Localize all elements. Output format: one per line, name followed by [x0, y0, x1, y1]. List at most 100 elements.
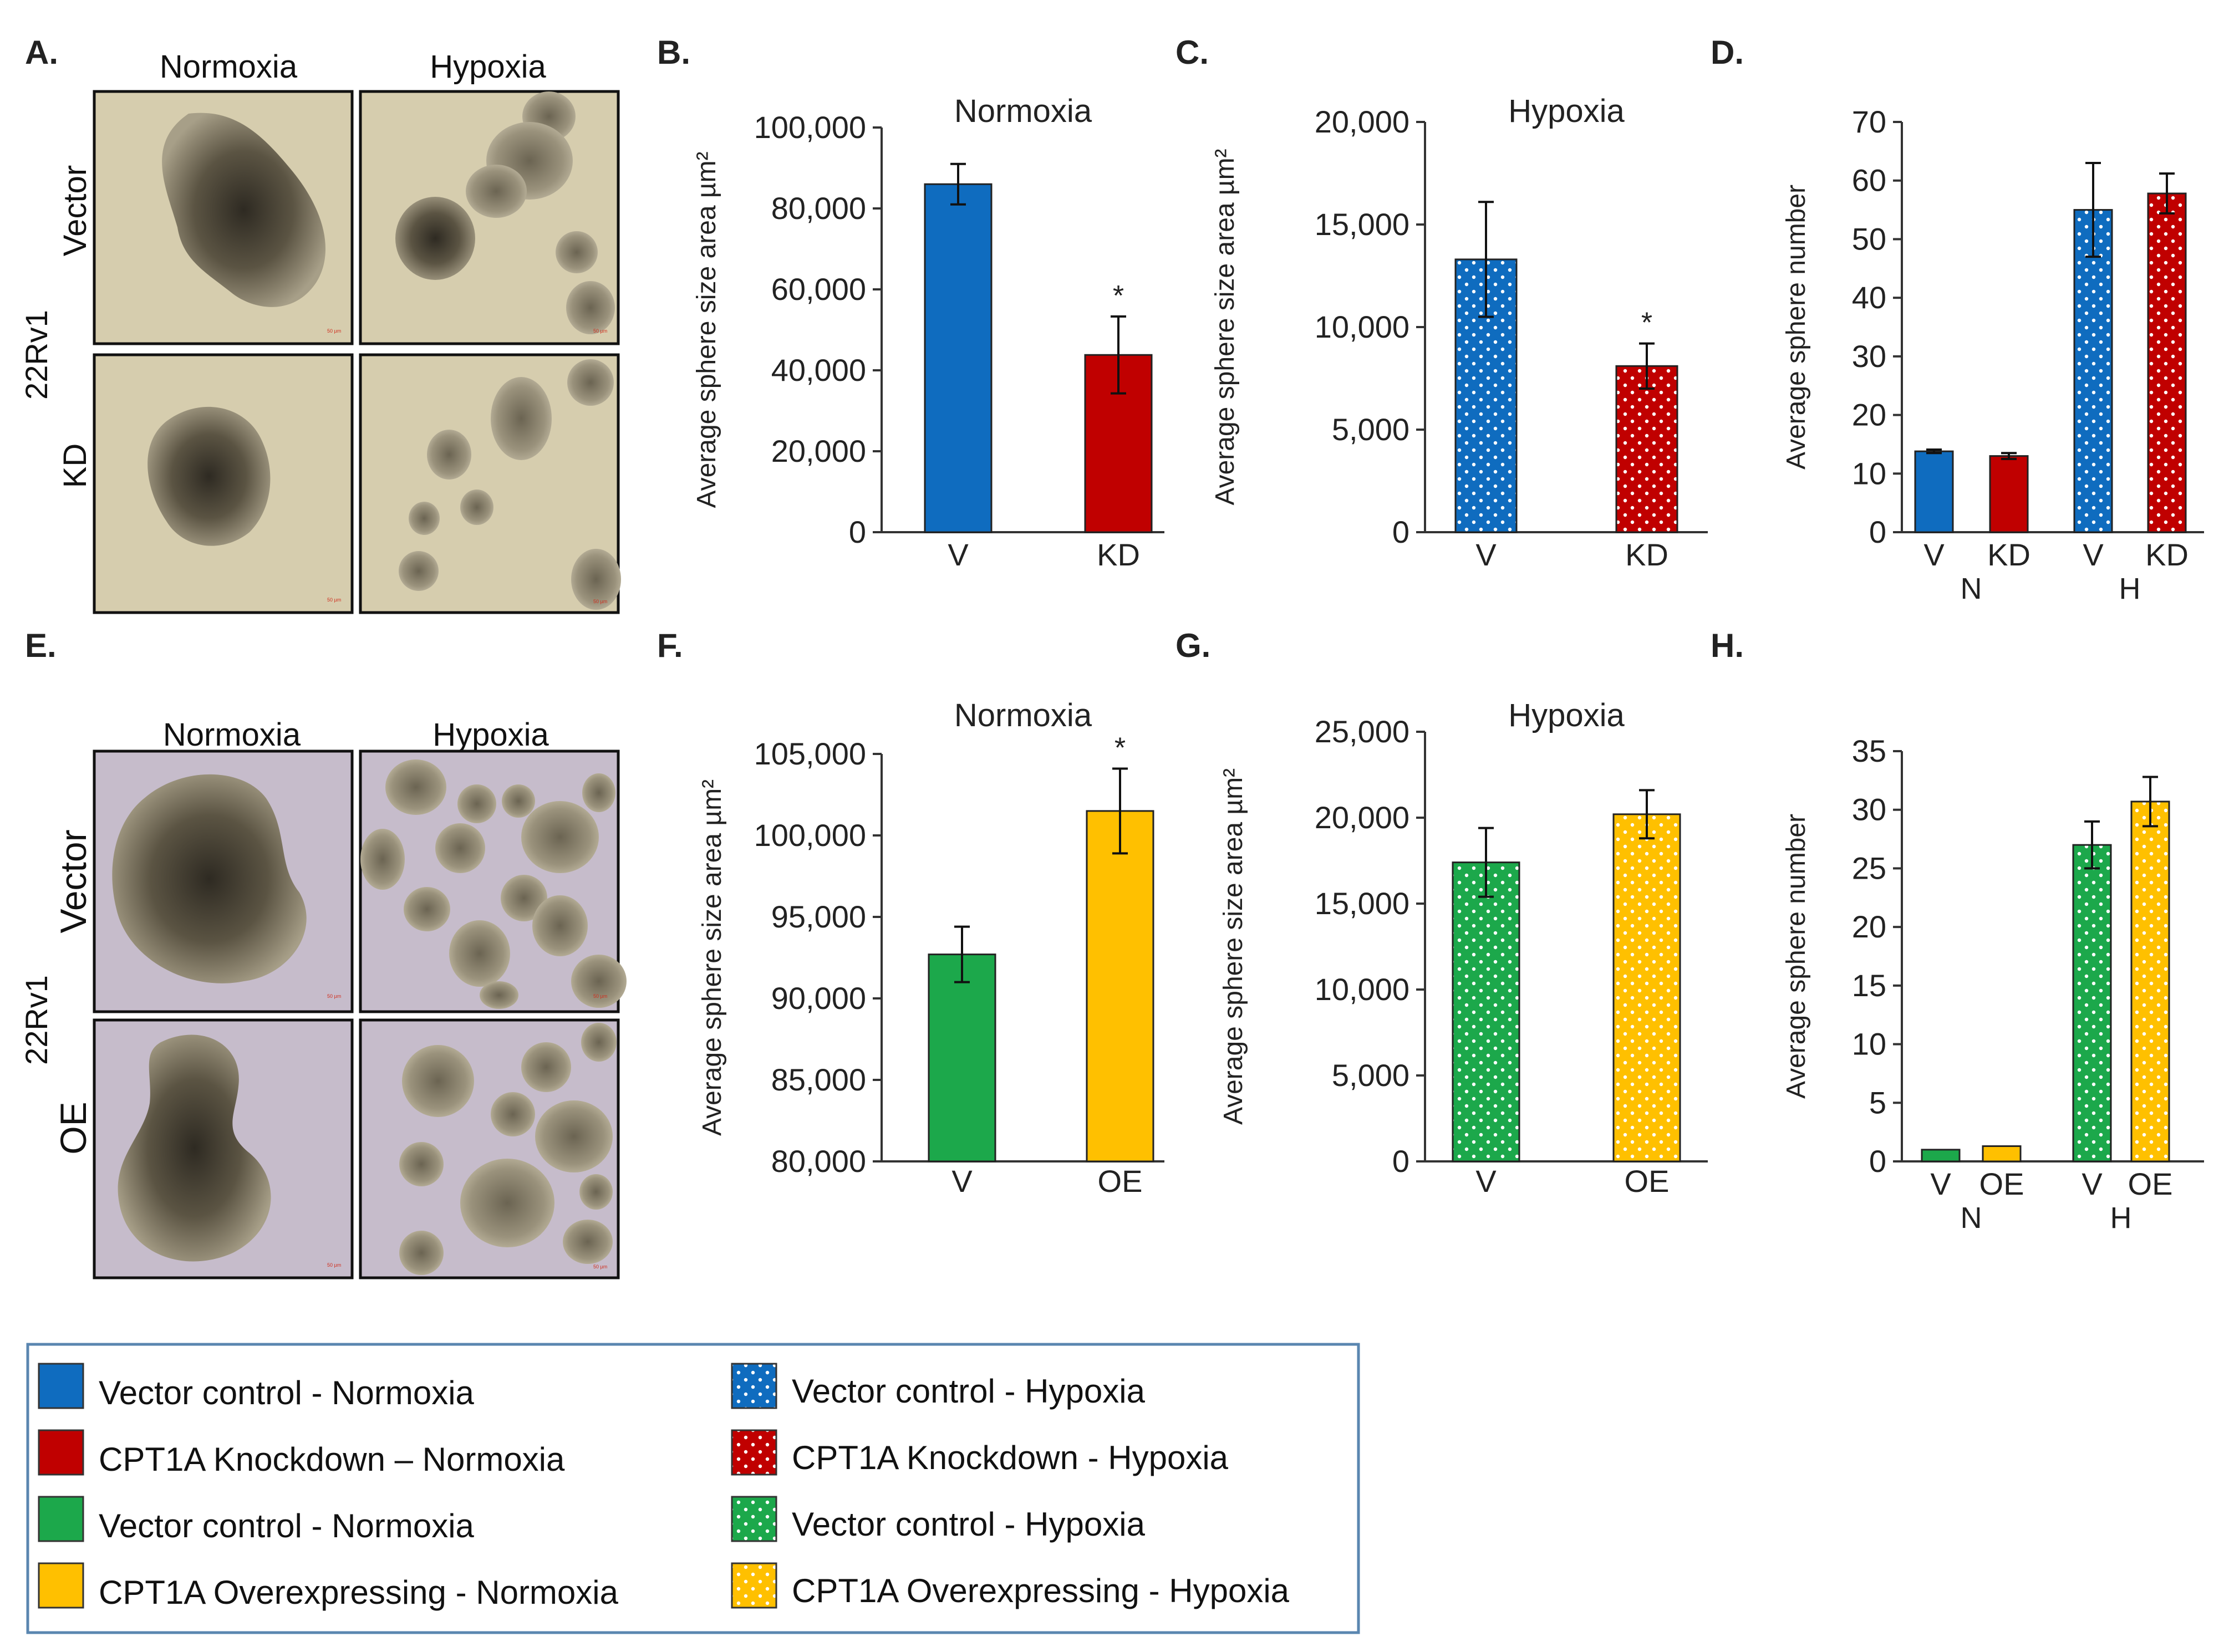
y-tick-label: 85,000 — [771, 1062, 866, 1097]
y-tick-label: 5 — [1869, 1085, 1886, 1120]
scale-bar-text: 50 µm — [327, 1262, 341, 1268]
y-tick-label: 15,000 — [1315, 207, 1409, 242]
y-tick-label: 5,000 — [1332, 1058, 1409, 1093]
micrograph-image: 50 µm — [93, 749, 354, 1013]
bar — [1452, 861, 1520, 1162]
legend-swatch — [731, 1363, 777, 1409]
x-tick-label: OE — [1625, 1164, 1670, 1199]
side-label-cell-line: 22Rv1 — [19, 975, 54, 1065]
legend-label: CPT1A Overexpressing - Hypoxia — [792, 1572, 1290, 1609]
y-tick-label: 20,000 — [1315, 104, 1409, 139]
scale-bar-text: 50 µm — [593, 1264, 607, 1269]
legend-label: Vector control - Normoxia — [99, 1507, 475, 1544]
legend-label: CPT1A Knockdown - Hypoxia — [792, 1439, 1229, 1476]
micrograph-image: 50 µm — [93, 353, 354, 614]
y-tick-label: 20 — [1852, 909, 1886, 944]
y-tick-label: 30 — [1852, 792, 1886, 827]
y-tick-label: 0 — [1869, 1144, 1886, 1179]
chart-title: Normoxia — [954, 93, 1092, 129]
panel-letter-a: A. — [25, 34, 58, 71]
significance-marker: * — [1114, 732, 1126, 764]
y-tick-label: 25 — [1852, 850, 1886, 885]
bar — [1921, 1149, 1961, 1162]
y-tick-label: 40 — [1852, 280, 1886, 315]
micrograph-image: 50 µm — [93, 1018, 354, 1279]
legend-swatch — [731, 1562, 777, 1609]
panel-letter-b: B. — [657, 34, 690, 71]
legend-item: CPT1A Overexpressing - Hypoxia — [731, 1562, 1290, 1609]
legend-item: Vector control - Normoxia — [38, 1496, 475, 1544]
row-label-vector: Vector — [57, 165, 93, 256]
legend-label: Vector control - Normoxia — [99, 1374, 475, 1411]
bar — [1989, 455, 2029, 533]
x-tick-label: V — [1475, 1164, 1497, 1199]
bar — [2147, 192, 2187, 533]
x-tick-label: V — [1475, 537, 1497, 572]
x-tick-label: V — [951, 1164, 973, 1199]
row-label-kd: KD — [57, 443, 93, 488]
y-tick-label: 30 — [1852, 339, 1886, 374]
y-tick-label: 5,000 — [1332, 412, 1409, 447]
panel-letter-f: F. — [657, 627, 683, 664]
y-tick-label: 35 — [1852, 733, 1886, 768]
legend-item: CPT1A Knockdown - Hypoxia — [731, 1429, 1229, 1476]
legend-label: Vector control - Hypoxia — [792, 1373, 1146, 1410]
y-tick-label: 50 — [1852, 221, 1886, 256]
y-tick-label: 105,000 — [754, 736, 866, 771]
panel-letter-h: H. — [1711, 627, 1744, 664]
chart-panel-b: 0 20,000 40,000 60,000 80,000 100,000 Normoxia… — [692, 93, 1164, 572]
y-axis-label: Average sphere size area µm² — [692, 151, 721, 508]
y-tick-label: 0 — [1392, 1144, 1409, 1179]
legend-swatch — [38, 1429, 84, 1476]
y-tick-label: 80,000 — [771, 1144, 866, 1179]
y-tick-label: 60,000 — [771, 272, 866, 307]
column-label-normoxia: Normoxia — [163, 717, 301, 753]
scale-bar-text: 50 µm — [593, 599, 607, 604]
row-label-oe: OE — [53, 1102, 94, 1154]
chart-panel-g: 0 5,000 10,000 15,000 20,000 25,000 Hypoxia Ave… — [1219, 697, 1708, 1199]
side-label-cell-line: 22Rv1 — [19, 310, 54, 400]
column-label-hypoxia: Hypoxia — [432, 717, 549, 753]
column-label-normoxia: Normoxia — [160, 49, 298, 85]
bar — [2072, 844, 2112, 1162]
y-tick-label: 40,000 — [771, 353, 866, 387]
micrograph-image: 50 µm — [359, 353, 621, 614]
legend-item: Vector control - Hypoxia — [731, 1496, 1146, 1543]
y-axis-label: Average sphere size area µm² — [1219, 768, 1248, 1125]
micrograph-panel-e: Normoxia Hypoxia 22Rv1 Vector OE 50 µm 5… — [19, 717, 627, 1279]
legend-item: CPT1A Knockdown – Normoxia — [38, 1429, 565, 1478]
chart-title: Hypoxia — [1508, 93, 1625, 129]
legend-label: Vector control - Hypoxia — [792, 1506, 1146, 1543]
y-tick-label: 95,000 — [771, 899, 866, 934]
legend-label: CPT1A Overexpressing - Normoxia — [99, 1574, 619, 1611]
significance-marker: * — [1113, 280, 1124, 312]
y-tick-label: 15,000 — [1315, 886, 1409, 921]
y-tick-label: 0 — [1392, 514, 1409, 549]
bar — [924, 183, 993, 533]
x-tick-label: V — [2082, 1166, 2103, 1201]
chart-panel-f: 80,000 85,000 90,000 95,000 100,000 105,000 No… — [698, 697, 1164, 1199]
x-tick-label: V — [2083, 537, 2104, 572]
group-label: N — [1961, 572, 1982, 605]
legend-item: Vector control - Normoxia — [38, 1363, 475, 1411]
legend-item: CPT1A Overexpressing - Normoxia — [38, 1562, 619, 1611]
bar — [2130, 800, 2170, 1162]
y-tick-label: 90,000 — [771, 981, 866, 1016]
bar — [1914, 450, 1954, 533]
y-tick-label: 20,000 — [1315, 800, 1409, 835]
y-tick-label: 20,000 — [771, 434, 866, 468]
y-tick-label: 70 — [1852, 104, 1886, 139]
bar — [1612, 813, 1681, 1162]
x-tick-label: V — [948, 537, 969, 572]
scale-bar-text: 50 µm — [593, 993, 607, 999]
y-tick-label: 80,000 — [771, 191, 866, 226]
group-label: N — [1961, 1201, 1982, 1235]
y-tick-label: 60 — [1852, 163, 1886, 198]
scale-bar-text: 50 µm — [327, 597, 341, 603]
x-tick-label: OE — [1098, 1164, 1143, 1199]
y-axis-label: Average sphere size area µm² — [1210, 149, 1240, 505]
legend-swatch — [38, 1562, 84, 1609]
legend-swatch — [731, 1429, 777, 1476]
legend-item: Vector control - Hypoxia — [731, 1363, 1146, 1410]
